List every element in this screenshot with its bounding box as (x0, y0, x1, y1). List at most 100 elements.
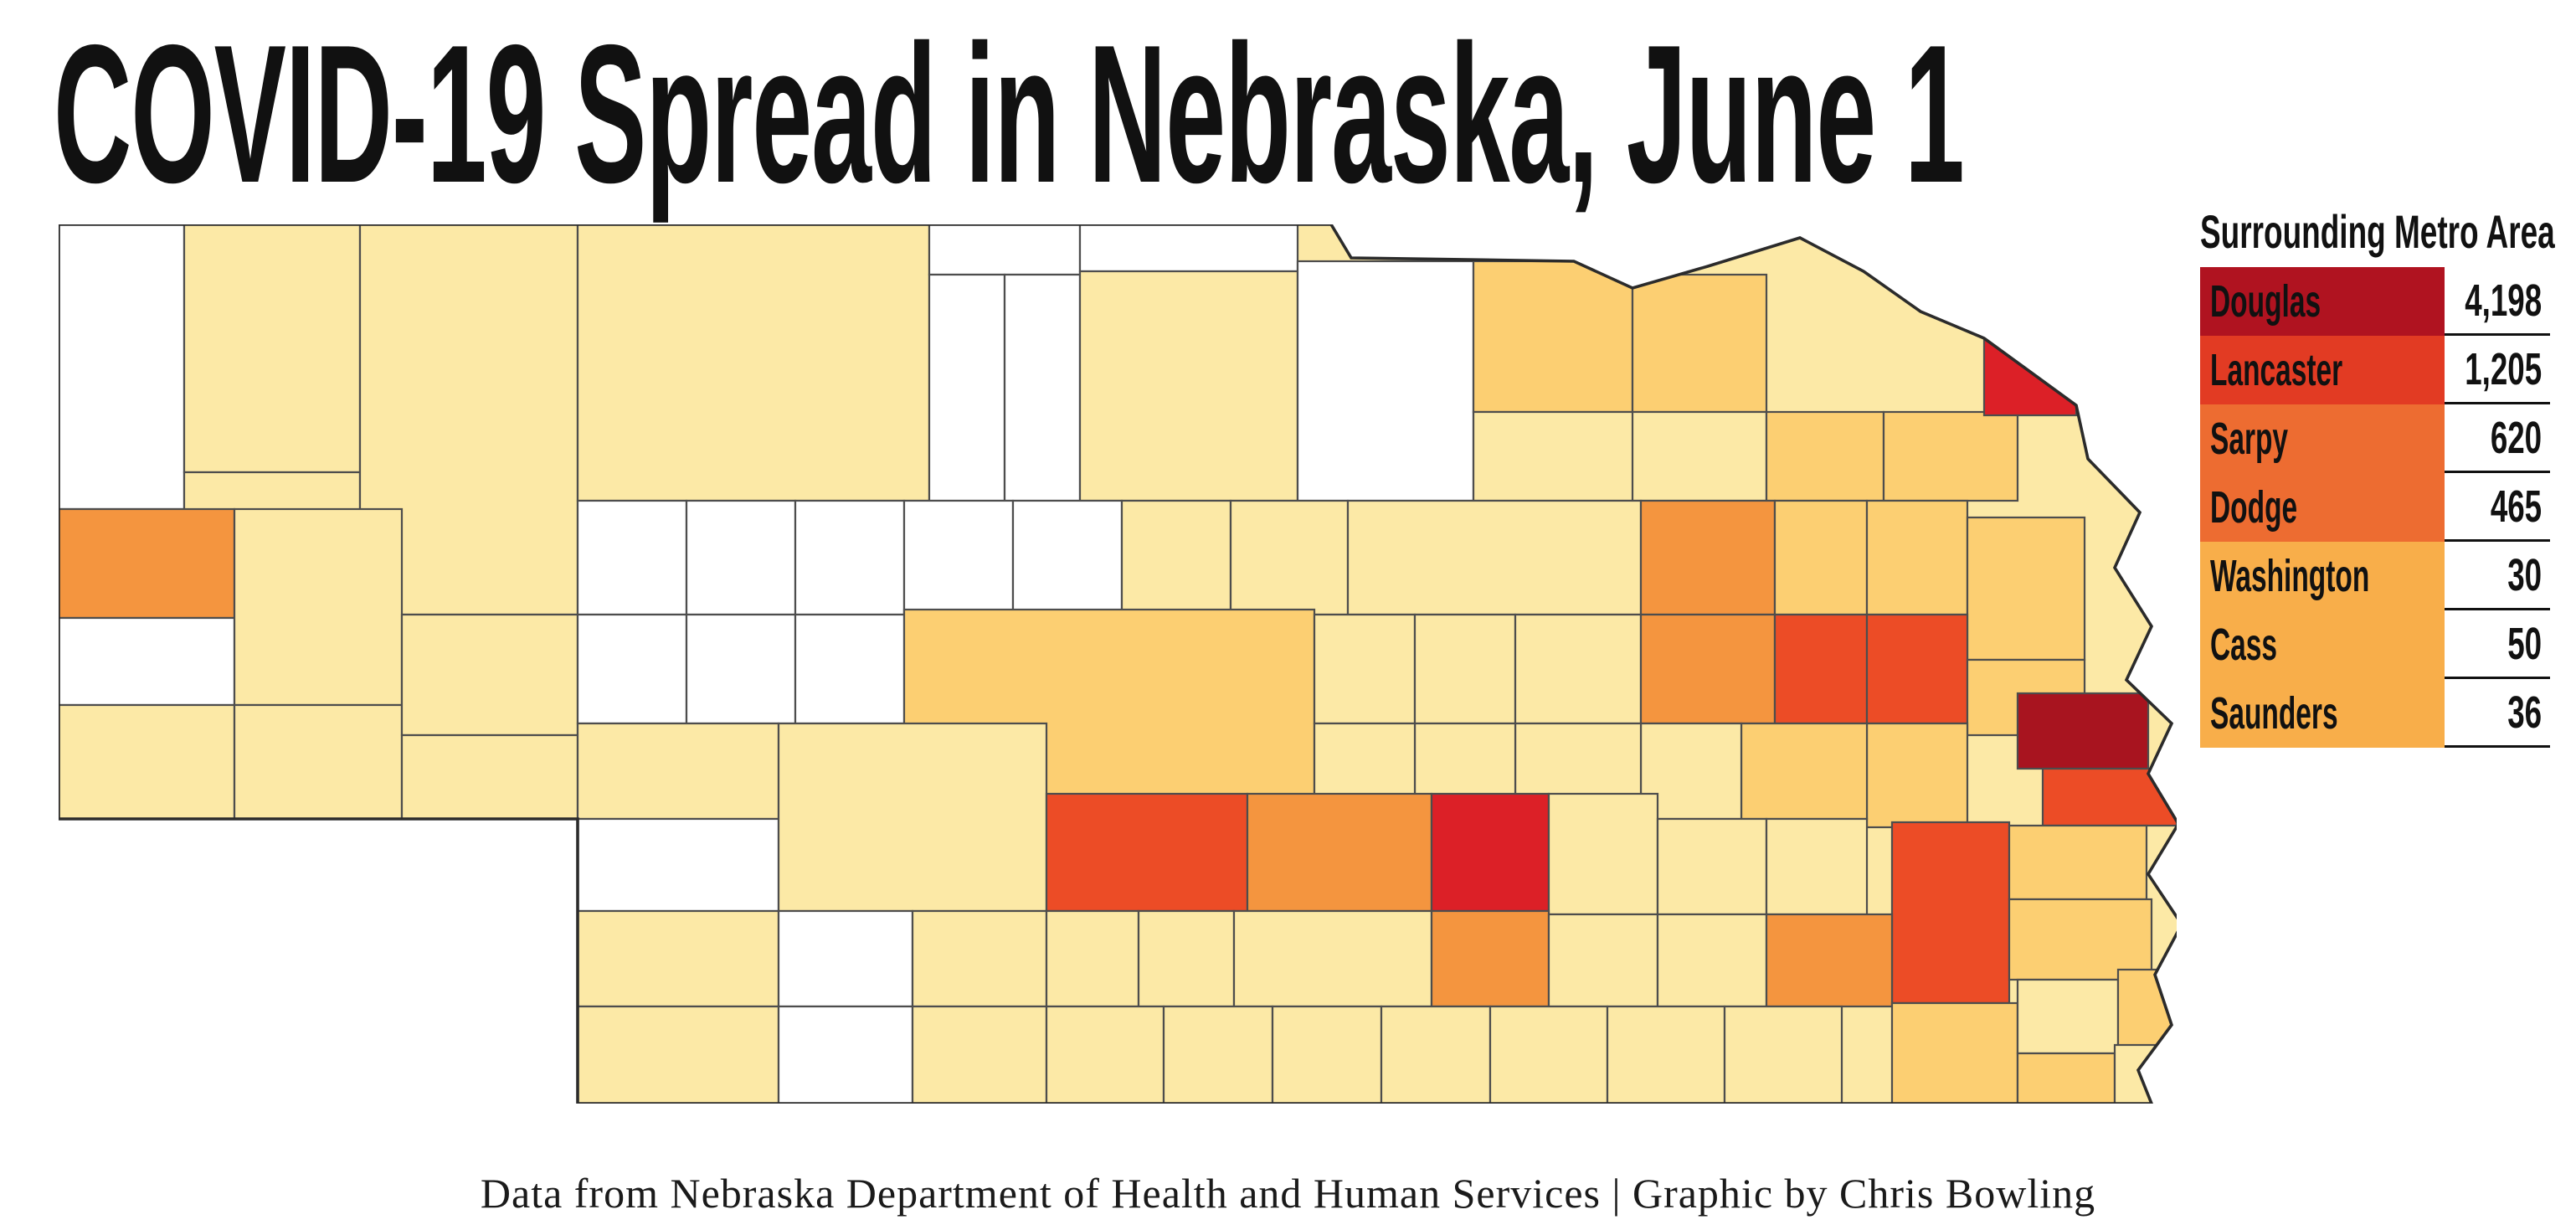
county-mcpherson (685, 613, 797, 725)
county-blaine (902, 499, 1015, 616)
county-stanton (1773, 499, 1869, 616)
legend-county-name: Sarpy (2200, 404, 2445, 473)
county-valley (1313, 613, 1417, 725)
legend-county-value: 50 (2445, 610, 2550, 679)
legend-table: Douglas 4,198 Lancaster 1,205 Sarpy 620 Dodge 4… (2200, 267, 2560, 748)
state-outline (59, 224, 2177, 1104)
county-boone (1346, 499, 1643, 616)
county-pawnee (2016, 1052, 2116, 1104)
county-platte (1639, 613, 1776, 725)
legend-row-cass: Cass 50 (2200, 610, 2560, 679)
county-colfax (1773, 613, 1869, 725)
county-cass (2008, 824, 2148, 901)
legend-county-value-text: 465 (2490, 481, 2542, 532)
county-otoe (2008, 898, 2153, 981)
county-harlan (1162, 1005, 1274, 1104)
county-johnson (2016, 978, 2120, 1055)
legend-county-value: 30 (2445, 542, 2550, 610)
source-credit: Data from Nebraska Department of Health … (480, 1170, 2096, 1217)
legend-county-name-text: Douglas (2210, 276, 2321, 327)
county-banner (59, 616, 236, 707)
legend-county-name-text: Dodge (2210, 482, 2298, 533)
county-morrill (233, 507, 404, 707)
county-saline (1765, 913, 1894, 1008)
county-hitchcock (777, 1005, 914, 1104)
county-knox (1296, 260, 1475, 502)
county-cedar (1472, 260, 1634, 414)
legend-county-value-text: 620 (2490, 412, 2542, 463)
legend-county-name: Washington (2200, 542, 2445, 610)
county-york (1656, 817, 1768, 916)
county-dawson (1045, 792, 1249, 913)
legend-county-value-text: 30 (2507, 549, 2542, 600)
county-dixon (1631, 273, 1768, 414)
county-saunders (1865, 722, 1969, 829)
county-arthur (576, 613, 688, 725)
county-red-willow (911, 1005, 1048, 1104)
county-perkins (576, 817, 780, 913)
county-franklin (1271, 1005, 1383, 1104)
legend-county-name-text: Cass (2210, 620, 2278, 670)
county-wayne (1765, 410, 1885, 502)
legend-row-washington: Washington 30 (2200, 542, 2560, 610)
county-thayer (1606, 1005, 1726, 1104)
legend-county-name-text: Sarpy (2210, 414, 2289, 464)
county-antelope (1472, 410, 1643, 502)
legend-row-dodge: Dodge 465 (2200, 473, 2560, 542)
legend-county-value-text: 36 (2507, 687, 2542, 738)
county-loup (1011, 499, 1123, 616)
legend-county-name: Dodge (2200, 473, 2445, 542)
county-kimball (59, 703, 236, 821)
legend-county-name: Lancaster (2200, 336, 2445, 404)
nebraska-map-container (59, 224, 2177, 1104)
legend-row-saunders: Saunders 36 (2200, 679, 2560, 748)
legend-county-name: Cass (2200, 610, 2445, 679)
county-logan (794, 613, 906, 725)
legend-row-lancaster: Lancaster 1,205 (2200, 336, 2560, 404)
legend-header-text: Surrounding Metro Area (2200, 205, 2555, 258)
legend-county-value-text: 4,198 (2465, 275, 2542, 326)
county-jefferson (1723, 1005, 1843, 1104)
county-layer (59, 224, 2177, 1104)
county-holt (1078, 270, 1299, 502)
legend-county-name: Douglas (2200, 267, 2445, 336)
county-lancaster (1890, 821, 2011, 1005)
county-cherry (576, 224, 931, 502)
county-dodge (1865, 613, 1969, 725)
county-hooker (685, 499, 797, 616)
county-grant (576, 499, 688, 616)
county-boyd (1078, 224, 1299, 273)
county-pierce (1631, 410, 1768, 502)
county-gosper (1045, 909, 1140, 1008)
county-rock (1003, 273, 1082, 502)
legend-county-value-text: 50 (2507, 618, 2542, 669)
county-nance (1514, 613, 1643, 725)
county-fillmore (1656, 913, 1768, 1008)
legend-row-douglas: Douglas 4,198 (2200, 267, 2560, 336)
county-gage (1890, 1001, 2019, 1104)
county-deuel (400, 733, 579, 821)
legend-county-name-text: Lancaster (2210, 345, 2343, 395)
county-furnas (1045, 1005, 1165, 1104)
legend-county-value: 1,205 (2445, 336, 2550, 404)
county-clay (1547, 913, 1659, 1008)
page-title-text: COVID-19 Spread in Nebraska, June 1 (54, 3, 1965, 224)
county-keith (576, 722, 780, 821)
county-garden (400, 613, 579, 737)
county-hayes (777, 909, 914, 1008)
county-thomas (794, 499, 906, 616)
county-greeley (1413, 613, 1517, 725)
county-dundy (576, 1005, 780, 1104)
county-cuming (1865, 499, 1969, 616)
legend-county-value: 4,198 (2445, 267, 2550, 336)
county-brown (928, 273, 1006, 502)
county-frontier (911, 909, 1048, 1008)
legend-panel: Surrounding Metro Area Douglas 4,198 Lanca… (2200, 204, 2560, 748)
county-wheeler (1229, 499, 1350, 616)
page-title: COVID-19 Spread in Nebraska, June 1 (54, 15, 2576, 212)
county-thurston (1882, 410, 2019, 502)
county-adams (1430, 909, 1550, 1008)
legend-header: Surrounding Metro Area (2200, 204, 2560, 259)
county-phelps (1137, 909, 1236, 1008)
